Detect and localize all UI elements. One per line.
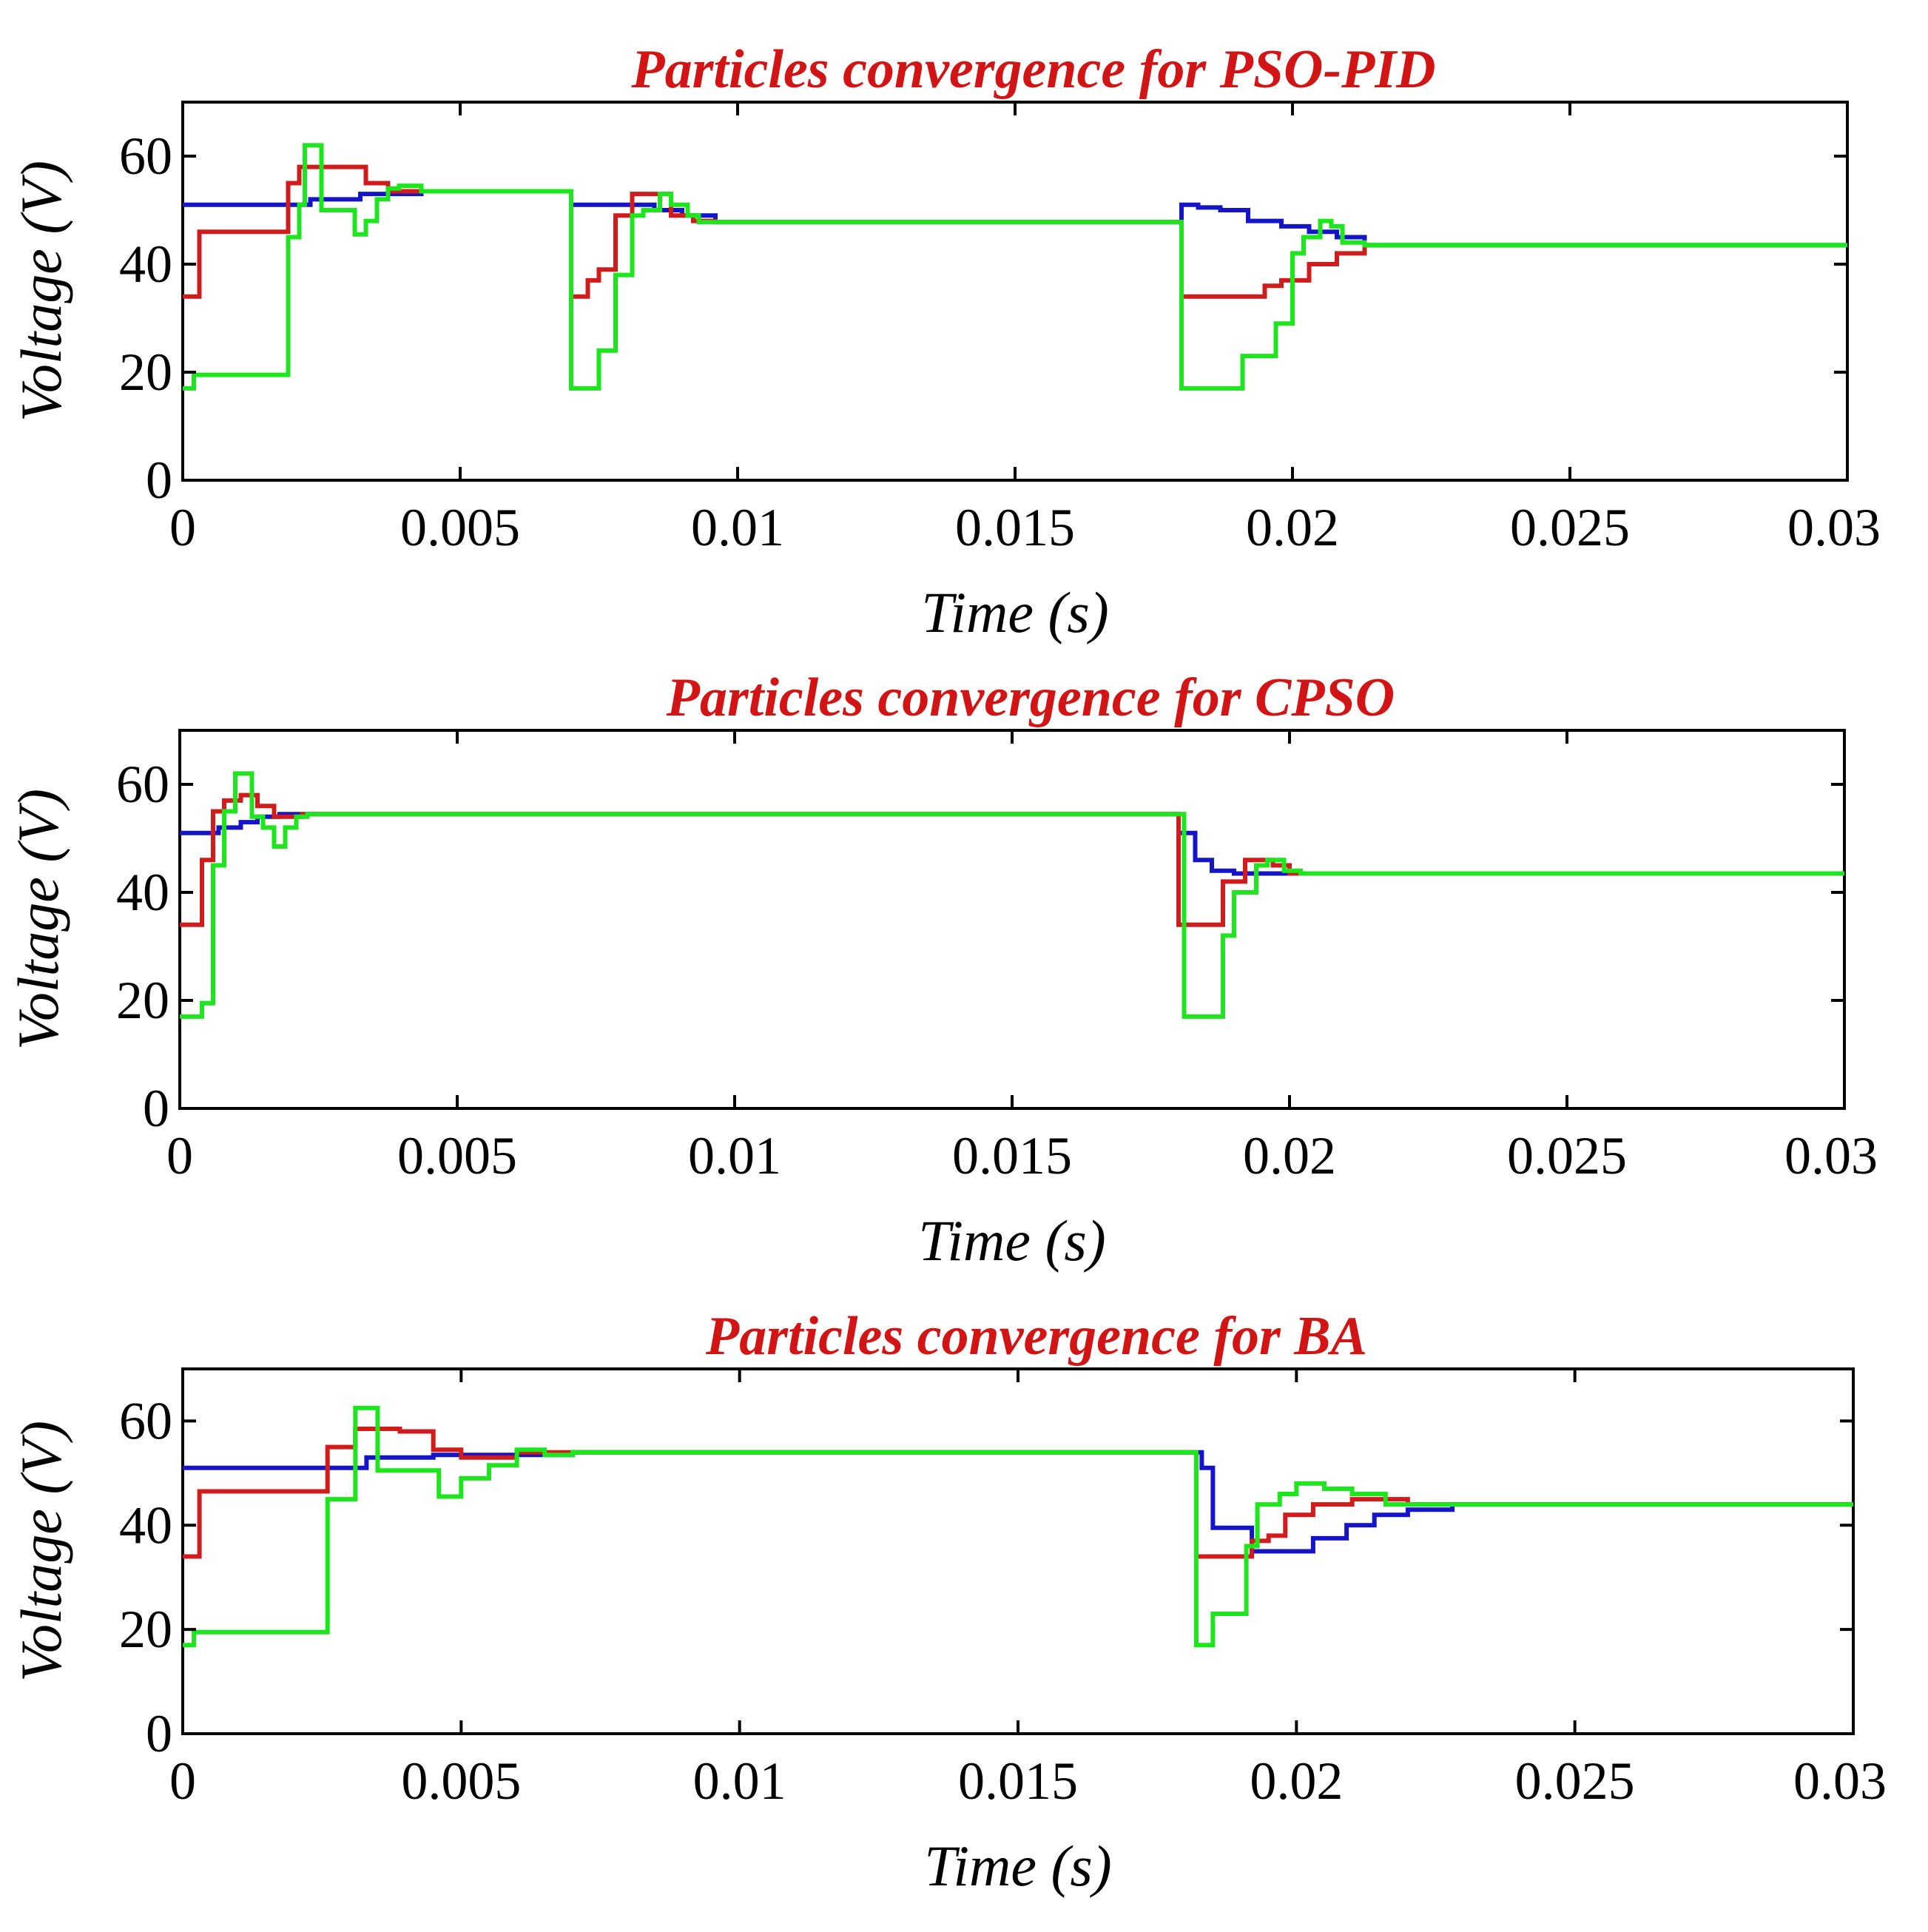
chart-title: Particles convergence for PSO-PID <box>630 39 1435 100</box>
y-tick-label: 60 <box>116 755 169 814</box>
y-tick-label: 60 <box>119 1391 172 1450</box>
x-tick-label: 0.005 <box>397 1126 517 1185</box>
y-tick-label: 20 <box>119 1600 172 1659</box>
x-tick-label: 0.01 <box>691 498 784 557</box>
panel-cpso: Particles convergence for CPSO 0 0.005 0.0… <box>6 667 1878 1273</box>
y-tick-label: 20 <box>116 971 169 1030</box>
x-tick-label: 0 <box>169 498 196 557</box>
x-tick-label: 0.025 <box>1510 498 1630 557</box>
x-axis-label: Time (s) <box>918 1208 1106 1273</box>
series-line-green <box>183 143 1847 391</box>
x-axis-label: Time (s) <box>924 1834 1112 1898</box>
x-tick-label: 0.025 <box>1515 1751 1635 1811</box>
x-tick-label: 0.03 <box>1787 498 1881 557</box>
y-axis-label: Voltage (V) <box>9 161 73 422</box>
series-line-blue <box>183 1450 1853 1554</box>
series-line-green <box>183 1405 1853 1648</box>
tick-layer: 0 0.005 0.01 0.015 0.02 0.025 0.03 0 20 40 60 <box>116 730 1878 1185</box>
x-tick-label: 0.03 <box>1793 1751 1887 1811</box>
x-tick-label: 0.015 <box>958 1751 1078 1811</box>
y-tick-label: 40 <box>116 863 169 922</box>
y-tick-label: 40 <box>119 235 172 294</box>
x-tick-label: 0.025 <box>1507 1126 1627 1185</box>
plot-area-frame <box>178 729 1846 1110</box>
y-tick-label: 0 <box>146 451 172 510</box>
x-tick-label: 0.015 <box>952 1126 1072 1185</box>
x-axis-label: Time (s) <box>921 580 1109 644</box>
x-tick-label: 0 <box>166 1126 193 1185</box>
series-layer <box>183 143 1847 391</box>
series-line-red <box>180 792 1844 927</box>
series-line-blue <box>180 812 1844 876</box>
x-tick-label: 0.02 <box>1250 1751 1343 1811</box>
y-tick-label: 40 <box>119 1495 172 1555</box>
tick-layer: 0 0.005 0.01 0.015 0.02 0.025 0.03 0 20 40 60 <box>119 1369 1887 1811</box>
x-tick-label: 0.02 <box>1246 498 1339 557</box>
plot-area-frame <box>181 101 1849 482</box>
series-line-green <box>180 771 1844 1019</box>
series-layer <box>183 1405 1853 1648</box>
series-line-red <box>183 1427 1853 1559</box>
x-tick-label: 0.015 <box>955 498 1075 557</box>
y-axis-label: Voltage (V) <box>6 789 70 1050</box>
x-tick-label: 0 <box>169 1751 196 1811</box>
y-tick-label: 0 <box>143 1079 169 1138</box>
tick-layer: 0 0.005 0.01 0.015 0.02 0.025 0.03 0 20 40 60 <box>119 102 1881 557</box>
chart-title: Particles convergence for CPSO <box>666 667 1395 728</box>
plot-area-frame <box>181 1367 1855 1735</box>
series-layer <box>180 771 1844 1019</box>
x-tick-label: 0.005 <box>401 1751 521 1811</box>
y-tick-label: 20 <box>119 343 172 402</box>
panel-pso-pid: Particles convergence for PSO-PID 0 0.005… <box>9 39 1881 644</box>
x-tick-label: 0.01 <box>693 1751 786 1811</box>
chart-title: Particles convergence for BA <box>705 1306 1367 1367</box>
x-tick-label: 0.03 <box>1784 1126 1878 1185</box>
series-line-blue <box>183 189 1847 248</box>
y-axis-label: Voltage (V) <box>9 1421 73 1682</box>
x-tick-label: 0.01 <box>688 1126 781 1185</box>
y-tick-label: 60 <box>119 127 172 186</box>
x-tick-label: 0.005 <box>400 498 520 557</box>
y-tick-label: 0 <box>146 1704 172 1763</box>
series-line-red <box>183 164 1847 299</box>
x-tick-label: 0.02 <box>1243 1126 1336 1185</box>
panel-ba: Particles convergence for BA 0 0.005 0.01 0… <box>9 1306 1887 1898</box>
